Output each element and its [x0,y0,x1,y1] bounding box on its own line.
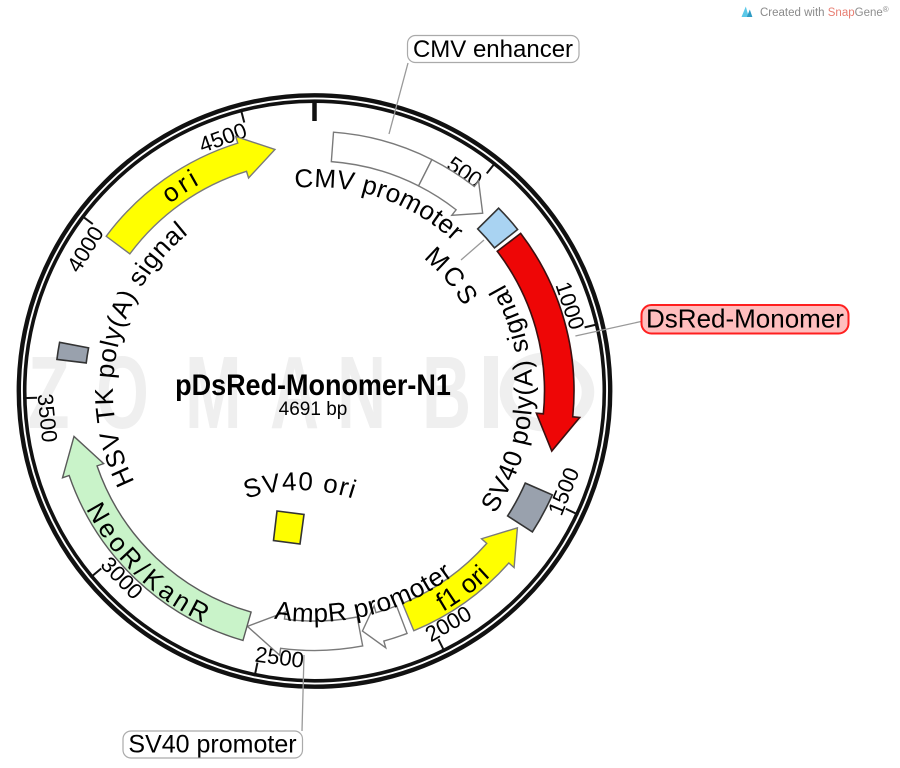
svg-text:CMV enhancer: CMV enhancer [413,36,573,63]
svg-text:DsRed-Monomer: DsRed-Monomer [646,304,844,334]
svg-text:4691 bp: 4691 bp [279,399,348,420]
svg-text:3500: 3500 [32,392,62,443]
svg-text:pDsRed-Monomer-N1: pDsRed-Monomer-N1 [175,369,451,403]
svg-text:SV40 promoter: SV40 promoter [128,731,296,759]
svg-text:Created with SnapGene®: Created with SnapGene® [760,5,889,19]
